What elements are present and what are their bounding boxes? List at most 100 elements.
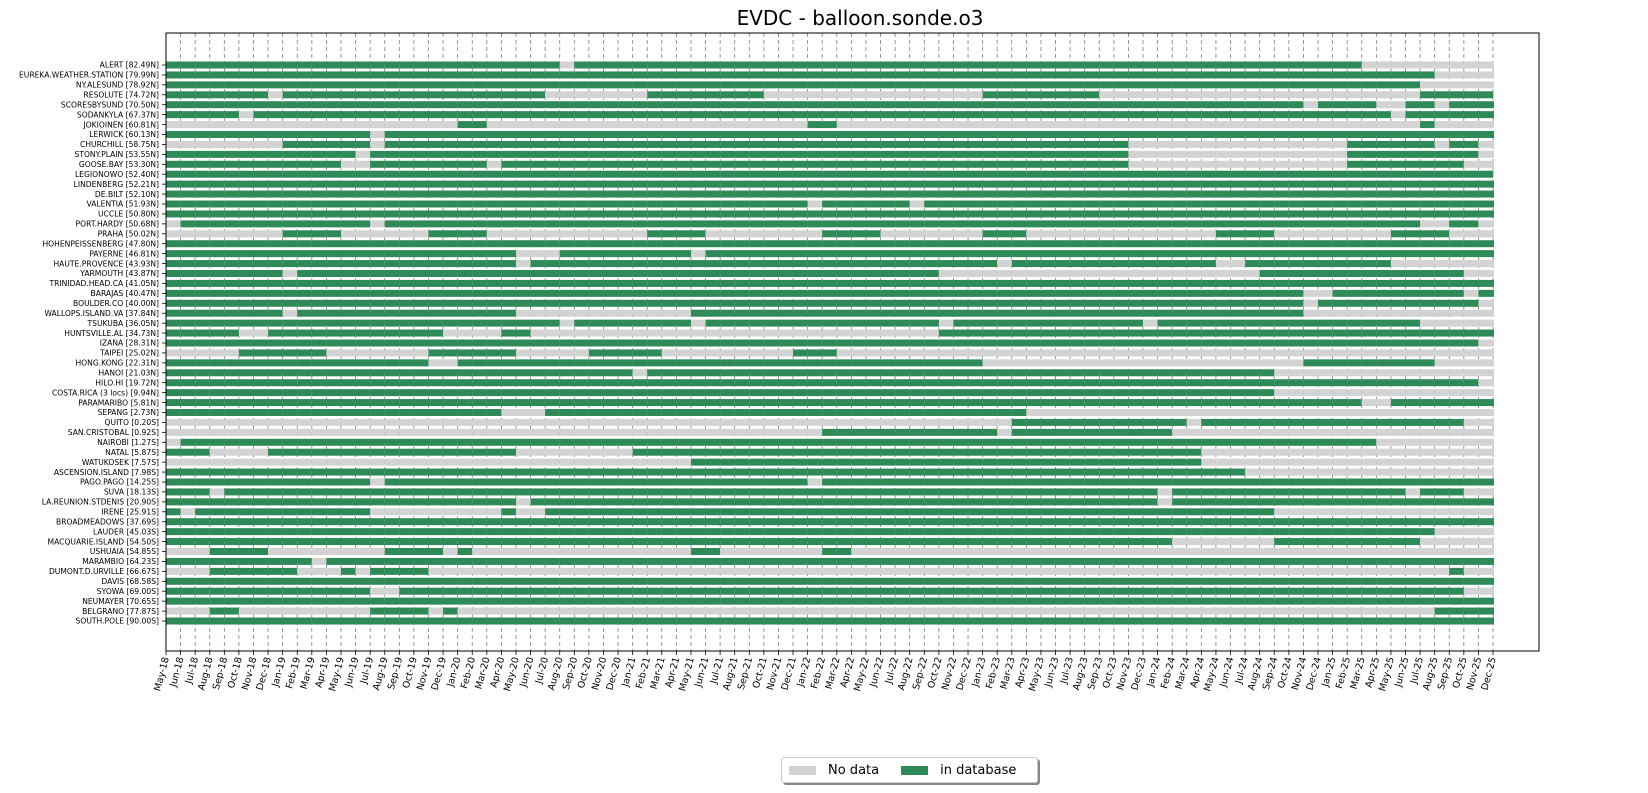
availability-cell — [647, 220, 662, 228]
availability-cell — [1230, 260, 1246, 268]
availability-cell — [1055, 230, 1071, 238]
availability-cell — [588, 150, 604, 158]
availability-cell — [457, 339, 473, 347]
availability-cell — [1157, 319, 1173, 327]
availability-cell — [472, 260, 487, 268]
availability-cell — [822, 508, 837, 516]
availability-cell — [895, 190, 910, 198]
availability-cell — [1070, 260, 1085, 268]
availability-cell — [1201, 101, 1216, 109]
availability-cell — [836, 61, 852, 69]
availability-cell — [457, 309, 473, 317]
availability-cell — [1420, 210, 1435, 218]
availability-cell — [1143, 140, 1158, 148]
availability-cell — [778, 81, 794, 89]
availability-cell — [982, 498, 998, 506]
availability-cell — [1186, 369, 1202, 377]
availability-cell — [1230, 409, 1246, 416]
availability-cell — [501, 210, 516, 218]
availability-cell — [1055, 329, 1071, 337]
availability-cell — [647, 289, 662, 297]
availability-cell — [282, 478, 298, 486]
availability-cell — [166, 488, 181, 496]
availability-cell — [1478, 61, 1493, 69]
availability-cell — [836, 101, 852, 109]
availability-cell — [224, 369, 239, 377]
availability-cell — [997, 567, 1012, 575]
availability-cell — [851, 200, 866, 208]
availability-cell — [1478, 329, 1493, 337]
availability-cell — [370, 289, 385, 297]
availability-cell — [1347, 468, 1362, 476]
availability-cell — [1084, 111, 1100, 119]
availability-cell — [953, 458, 969, 466]
availability-cell — [807, 279, 823, 287]
availability-cell — [253, 260, 269, 268]
availability-cell — [1405, 478, 1421, 486]
availability-cell — [1449, 498, 1464, 506]
availability-cell — [836, 508, 852, 516]
availability-cell — [880, 240, 896, 248]
availability-cell — [1040, 538, 1056, 546]
availability-cell — [180, 468, 196, 476]
availability-cell — [530, 438, 546, 446]
availability-cell — [1493, 577, 1494, 585]
availability-cell — [472, 458, 487, 466]
availability-cell — [968, 131, 983, 138]
availability-cell — [603, 150, 619, 158]
availability-cell — [224, 409, 239, 416]
availability-cell — [822, 289, 837, 297]
availability-cell — [1478, 240, 1493, 248]
availability-cell — [1230, 299, 1246, 307]
availability-cell — [968, 270, 983, 277]
availability-cell — [1434, 329, 1450, 337]
availability-cell — [690, 131, 706, 138]
availability-cell — [413, 448, 429, 456]
availability-cell — [647, 379, 662, 387]
availability-cell — [778, 299, 794, 307]
availability-cell — [1347, 101, 1362, 109]
availability-cell — [1011, 508, 1027, 516]
availability-cell — [588, 230, 604, 238]
availability-cell — [1347, 567, 1362, 575]
availability-cell — [968, 359, 983, 367]
availability-cell — [705, 538, 721, 546]
availability-cell — [603, 508, 619, 516]
availability-cell — [1099, 180, 1114, 188]
availability-cell — [370, 369, 385, 377]
availability-cell — [924, 220, 939, 228]
availability-cell — [224, 180, 239, 188]
availability-cell — [1113, 389, 1129, 397]
availability-cell — [807, 448, 823, 456]
availability-cell — [1055, 81, 1071, 89]
availability-cell — [1478, 339, 1493, 347]
availability-cell — [734, 409, 750, 416]
availability-cell — [924, 359, 939, 367]
availability-cell — [1318, 458, 1333, 466]
availability-cell — [909, 339, 925, 347]
availability-cell — [1259, 319, 1275, 327]
availability-cell — [1172, 150, 1187, 158]
availability-cell — [1055, 309, 1071, 317]
availability-cell — [1318, 399, 1333, 407]
availability-cell — [1318, 220, 1333, 228]
availability-cell — [1143, 329, 1158, 337]
availability-cell — [1376, 279, 1391, 287]
availability-cell — [1011, 538, 1027, 546]
availability-cell — [1230, 498, 1246, 506]
availability-cell — [705, 180, 721, 188]
availability-cell — [399, 339, 414, 347]
availability-cell — [297, 379, 312, 387]
availability-cell — [545, 557, 560, 565]
availability-cell — [749, 518, 764, 526]
availability-cell — [166, 61, 181, 69]
availability-cell — [311, 61, 327, 69]
availability-cell — [1040, 339, 1056, 347]
availability-cell — [238, 518, 254, 526]
availability-cell — [545, 359, 560, 367]
availability-cell — [720, 260, 735, 268]
availability-cell — [1143, 319, 1158, 327]
availability-cell — [997, 240, 1012, 248]
availability-cell — [1318, 190, 1333, 198]
availability-cell — [224, 190, 239, 198]
